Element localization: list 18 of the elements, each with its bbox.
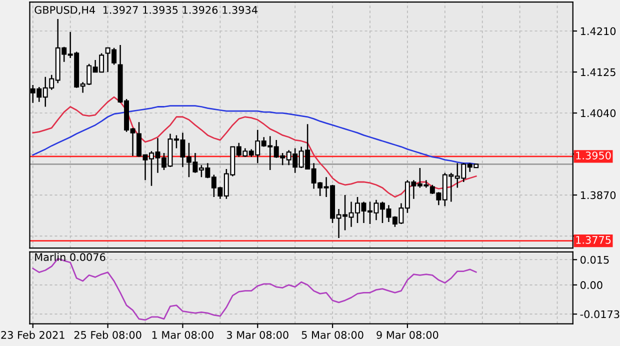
x-tick-label: 25 Feb 08:00 (74, 330, 142, 339)
ref-line-label: 1.3775 (576, 236, 611, 244)
chart-title: Marlin 0.0076 (35, 252, 106, 262)
y-tick-label: 0.015 (580, 256, 609, 264)
y-tick-label: 1.4040 (580, 109, 616, 118)
y-tick-label: -0.0173 (580, 310, 620, 318)
y-tick-label: 1.3870 (580, 191, 616, 200)
x-tick-label: 5 Mar 08:00 (302, 330, 364, 339)
y-tick-label: 1.4125 (580, 68, 616, 76)
y-tick-label: 0.00 (580, 281, 602, 290)
y-tick-label: 1.4210 (580, 27, 616, 36)
x-tick-label: 9 Mar 08:00 (376, 330, 438, 339)
x-tick-label: 1 Mar 08:00 (152, 330, 214, 339)
ref-line-label: 1.3950 (576, 152, 611, 160)
x-tick-label: 3 Mar 08:00 (226, 330, 288, 339)
line-series (32, 96, 477, 198)
x-tick-label: 23 Feb 2021 (1, 330, 64, 339)
chart-title: GBPUSD,H4 1.3927 1.3935 1.3926 1.3934 (34, 6, 258, 15)
